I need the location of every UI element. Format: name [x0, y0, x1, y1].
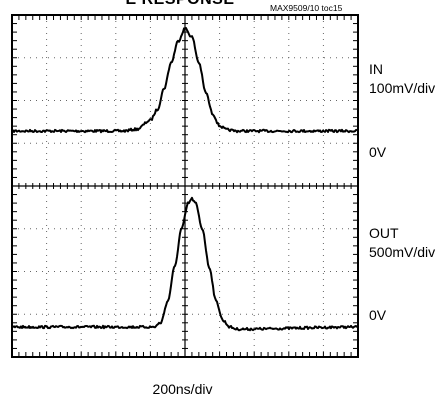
figure-id: MAX9509/10 toc15 — [270, 3, 343, 13]
scope-grid — [11, 14, 359, 358]
in-scale: 100mV/div — [369, 80, 436, 96]
out-channel-label: OUT 500mV/div — [369, 224, 435, 262]
in-name: IN — [369, 61, 383, 77]
in-channel-label: IN 100mV/div — [369, 60, 435, 98]
in-zero-label: 0V — [369, 144, 387, 160]
time-scale-label: 200ns/div — [152, 381, 213, 397]
out-scale: 500mV/div — [369, 244, 436, 260]
out-zero-label: 0V — [369, 307, 387, 323]
in-trace — [12, 27, 358, 134]
out-name: OUT — [369, 225, 399, 241]
scope-traces — [12, 27, 358, 332]
out-trace — [12, 196, 358, 332]
chart-title: E RESPONSE — [0, 0, 360, 9]
